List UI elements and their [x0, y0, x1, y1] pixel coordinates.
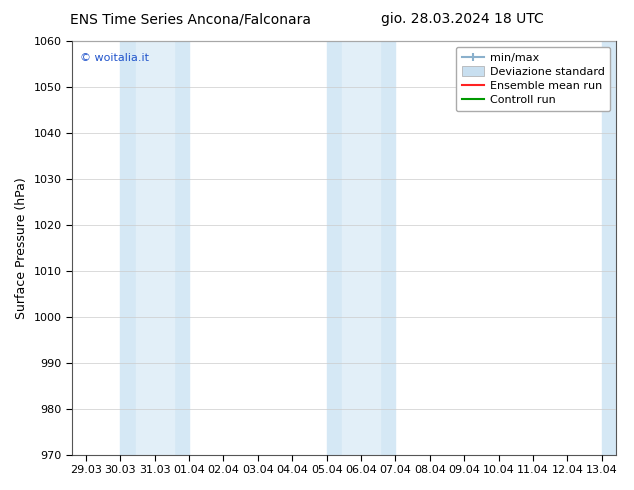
- Bar: [136, 41, 174, 455]
- Bar: [342, 41, 380, 455]
- Text: © woitalia.it: © woitalia.it: [81, 53, 149, 64]
- Bar: [327, 41, 396, 455]
- Legend: min/max, Deviazione standard, Ensemble mean run, Controll run: min/max, Deviazione standard, Ensemble m…: [456, 47, 610, 111]
- Bar: [602, 41, 619, 455]
- Y-axis label: Surface Pressure (hPa): Surface Pressure (hPa): [15, 177, 28, 318]
- Text: ENS Time Series Ancona/Falconara: ENS Time Series Ancona/Falconara: [70, 12, 311, 26]
- Bar: [120, 41, 189, 455]
- Text: gio. 28.03.2024 18 UTC: gio. 28.03.2024 18 UTC: [382, 12, 544, 26]
